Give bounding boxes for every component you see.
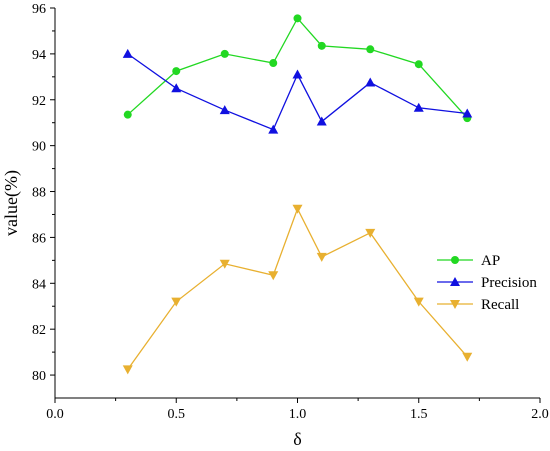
ap-point (293, 14, 302, 23)
x-tick-label: 1.5 (410, 407, 428, 422)
y-tick-label: 96 (32, 2, 46, 17)
precision-point (462, 108, 473, 118)
ap-point (414, 60, 423, 69)
series-precision (122, 48, 473, 134)
recall-point (462, 352, 473, 362)
legend-item-precision: Precision (437, 275, 537, 291)
y-tick-label: 90 (32, 140, 46, 155)
axes: 0.0 0.5 1.0 1.5 2.0 80 82 84 86 88 90 92 94 96 (32, 2, 549, 422)
series-recall (122, 204, 473, 375)
y-tick-label: 88 (32, 186, 46, 201)
legend-label: Precision (481, 275, 537, 291)
y-tick-label: 94 (32, 48, 46, 63)
ap-point (317, 41, 326, 50)
legend-marker (450, 300, 460, 309)
y-tick-label: 80 (32, 369, 46, 384)
x-tick-label: 2.0 (531, 407, 549, 422)
precision-point (316, 116, 327, 126)
recall-point (292, 204, 303, 214)
ap-point (269, 59, 278, 68)
ap-point (123, 110, 132, 119)
precision-point (365, 77, 376, 87)
recall-point (171, 297, 182, 307)
series-group (122, 14, 473, 375)
x-tick-label: 0.5 (168, 407, 186, 422)
y-tick-label: 86 (32, 231, 46, 246)
legend-item-ap: AP (437, 253, 500, 269)
precision-point (268, 124, 279, 134)
recall-point (413, 297, 424, 307)
recall-point (268, 271, 279, 281)
x-tick-label: 0.0 (46, 407, 64, 422)
x-tick-label: 1.0 (289, 407, 307, 422)
legend-marker (451, 256, 459, 264)
legend: AP Precision Recall (437, 253, 537, 313)
precision-point (413, 102, 424, 112)
recall-point (365, 228, 376, 238)
recall-line (127, 207, 468, 370)
precision-point (171, 83, 182, 93)
y-tick-label: 92 (32, 94, 46, 109)
legend-label: AP (481, 253, 500, 269)
recall-point (122, 365, 133, 375)
precision-point (219, 105, 230, 115)
recall-point (316, 252, 327, 262)
y-axis-title: value(%) (1, 170, 22, 236)
y-tick-label: 82 (32, 323, 46, 338)
ap-point (366, 45, 375, 54)
legend-label: Recall (481, 297, 519, 313)
legend-marker (450, 277, 460, 286)
ap-point (220, 49, 229, 58)
precision-point (122, 48, 133, 58)
y-tick-label: 84 (32, 277, 46, 292)
series-ap (123, 14, 472, 123)
ap-point (172, 67, 181, 76)
x-axis-title: δ (293, 429, 301, 449)
precision-point (292, 69, 303, 79)
legend-item-recall: Recall (437, 297, 519, 313)
recall-point (219, 259, 230, 269)
